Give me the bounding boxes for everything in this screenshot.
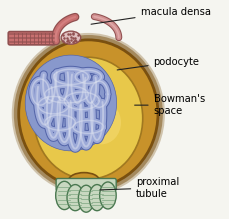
- Text: proximal
tubule: proximal tubule: [99, 177, 179, 199]
- Ellipse shape: [78, 185, 94, 212]
- Ellipse shape: [25, 55, 116, 151]
- Ellipse shape: [34, 57, 142, 179]
- FancyBboxPatch shape: [56, 178, 116, 191]
- Ellipse shape: [68, 173, 99, 188]
- FancyBboxPatch shape: [8, 32, 55, 45]
- Ellipse shape: [82, 101, 120, 144]
- Ellipse shape: [61, 31, 80, 44]
- Text: podocyte: podocyte: [117, 57, 199, 70]
- Text: macula densa: macula densa: [91, 7, 210, 24]
- Ellipse shape: [19, 40, 157, 188]
- Ellipse shape: [55, 181, 73, 210]
- Ellipse shape: [99, 182, 116, 209]
- Ellipse shape: [89, 185, 104, 211]
- Text: Bowman's
space: Bowman's space: [134, 94, 204, 116]
- Ellipse shape: [67, 185, 83, 211]
